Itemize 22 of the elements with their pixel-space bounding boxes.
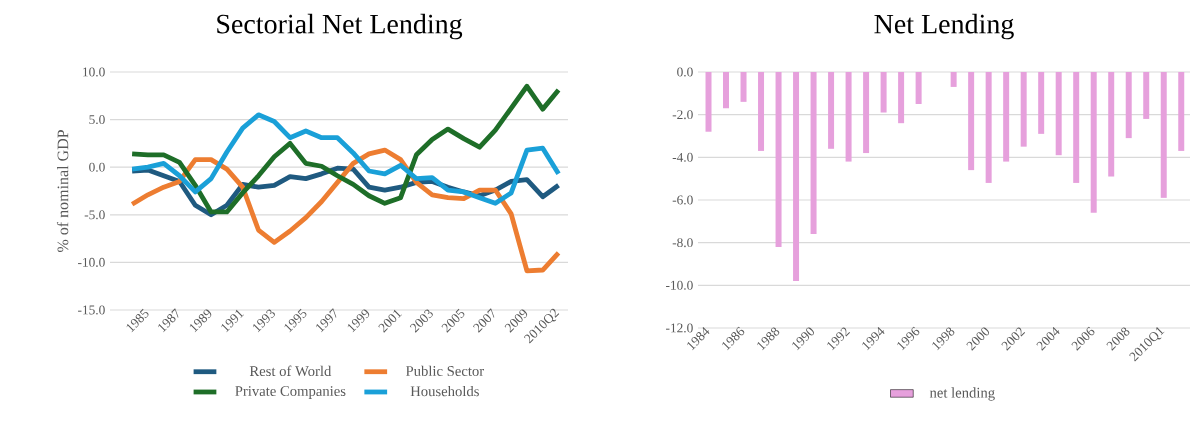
y-tick-label: -8.0 bbox=[672, 238, 693, 248]
y-tick-label: -15.0 bbox=[78, 305, 105, 315]
y-tick-label: -10.0 bbox=[666, 280, 693, 290]
y-tick-label: 5.0 bbox=[89, 115, 105, 125]
y-tick-label: -4.0 bbox=[672, 152, 693, 162]
y-tick-label: 10.0 bbox=[83, 67, 105, 77]
legend-label: Households bbox=[410, 385, 479, 397]
legend-label: Rest of World bbox=[249, 365, 332, 377]
legend-label: net lending bbox=[929, 387, 995, 401]
legend-label: Private Companies bbox=[235, 386, 346, 399]
chart-title: Sectorial Net Lending bbox=[217, 13, 463, 40]
y-tick-label: -2.0 bbox=[672, 110, 693, 120]
y-tick-label: 0.0 bbox=[677, 67, 693, 77]
y-tick-label: 0.0 bbox=[89, 162, 105, 172]
line-series bbox=[129, 112, 561, 206]
y-tick-label: -6.0 bbox=[672, 195, 693, 205]
y-axis-title: % of nominal GDP bbox=[56, 130, 69, 252]
chart-title: Net Lending bbox=[874, 13, 1014, 40]
y-tick-label: -5.0 bbox=[84, 210, 105, 220]
x-tick-label: 1991 bbox=[221, 309, 245, 333]
legend-label: Public Sector bbox=[405, 365, 485, 376]
y-tick-label: -10.0 bbox=[78, 257, 105, 267]
